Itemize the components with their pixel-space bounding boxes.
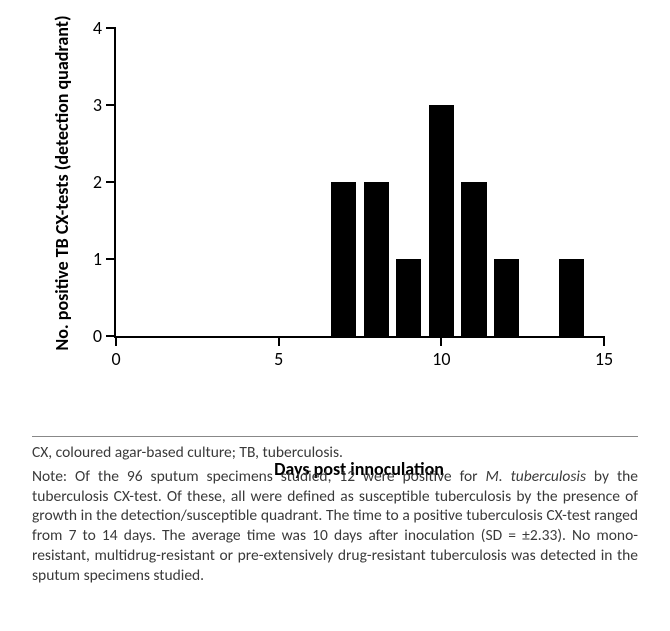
x-tick-label: 0 bbox=[111, 348, 120, 370]
bar bbox=[559, 259, 584, 336]
y-tick-label: 2 bbox=[93, 171, 102, 193]
y-tick-label: 4 bbox=[93, 17, 102, 39]
bar bbox=[429, 105, 454, 336]
plot-area: 01234051015 bbox=[114, 28, 604, 338]
y-tick-label: 0 bbox=[93, 325, 102, 347]
bar bbox=[331, 182, 356, 336]
y-tick bbox=[106, 27, 116, 29]
x-tick bbox=[115, 336, 117, 346]
caption-note: Note: Of the 96 sputum specimens studied… bbox=[32, 467, 638, 586]
figure-caption: CX, coloured agar-based culture; TB, tub… bbox=[32, 436, 638, 586]
x-tick bbox=[603, 336, 605, 346]
y-tick-label: 3 bbox=[93, 94, 102, 116]
caption-abbreviations: CX, coloured agar-based culture; TB, tub… bbox=[32, 443, 638, 463]
x-tick-label: 15 bbox=[595, 348, 613, 370]
x-tick bbox=[440, 336, 442, 346]
bar bbox=[494, 259, 519, 336]
bar-chart: No. positive TB CX-tests (detection quad… bbox=[32, 18, 638, 418]
x-tick-label: 10 bbox=[432, 348, 450, 370]
y-tick bbox=[106, 258, 116, 260]
x-tick-label: 5 bbox=[274, 348, 283, 370]
bar bbox=[461, 182, 486, 336]
figure: No. positive TB CX-tests (detection quad… bbox=[0, 0, 670, 631]
bar bbox=[396, 259, 421, 336]
bars-layer bbox=[116, 28, 604, 336]
y-tick bbox=[106, 104, 116, 106]
bar bbox=[364, 182, 389, 336]
y-tick-label: 1 bbox=[93, 248, 102, 270]
y-axis-label: No. positive TB CX-tests (detection quad… bbox=[51, 15, 73, 350]
y-tick bbox=[106, 181, 116, 183]
x-tick bbox=[278, 336, 280, 346]
